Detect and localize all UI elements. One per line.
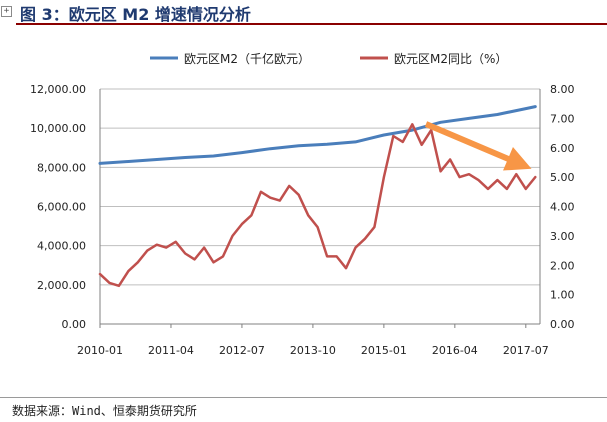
left-tick-label: 0.00 [62,318,87,331]
x-tick-label: 2015-01 [361,344,407,357]
left-tick-label: 6,000.00 [37,201,86,214]
annotation-layer [424,121,532,171]
title-underline [16,23,607,25]
right-tick-label: 3.00 [550,230,575,243]
x-tick-label: 2013-10 [290,344,336,357]
right-axis: 0.00 1.00 2.00 3.00 4.00 5.00 6.00 7.00 8.00 [539,83,575,331]
right-tick-label: 5.00 [550,171,575,184]
x-tick-label: 2012-07 [219,344,265,357]
right-tick-label: 2.00 [550,259,575,272]
source-divider [0,397,607,398]
legend-label: 欧元区M2同比（%） [394,52,507,66]
source-note: 数据来源：Wind、恒泰期货研究所 [12,404,197,418]
legend-label: 欧元区M2（千亿欧元） [184,51,310,66]
right-tick-label: 6.00 [550,142,575,155]
x-tick-label: 2016-04 [432,344,478,357]
right-tick-label: 1.00 [550,289,575,302]
x-tick-label: 2010-01 [77,344,123,357]
series-line-m2-yoy [98,123,537,288]
legend: 欧元区M2（千亿欧元） 欧元区M2同比（%） [150,51,507,66]
right-tick-label: 0.00 [550,318,575,331]
series-layer [98,105,537,288]
gridlines [100,88,540,325]
right-tick-label: 4.00 [550,201,575,214]
right-tick-label: 8.00 [550,83,575,96]
left-tick-label: 10,000.00 [30,122,86,135]
left-tick-label: 2,000.00 [37,279,86,292]
series-line-m2-level [98,105,537,165]
figure-title: 图 3：欧元区 M2 增速情况分析 [20,5,251,24]
left-tick-label: 8,000.00 [37,161,86,174]
left-tick-label: 4,000.00 [37,240,86,253]
x-tick-label: 2011-04 [148,344,194,357]
x-axis: 2010-01 2011-04 2012-07 2013-10 2015-01 2016-… [77,323,549,357]
m2-chart: 欧元区M2（千亿欧元） 欧元区M2同比（%） 0.00 2,000.00 4,000.… [30,51,575,357]
right-tick-label: 7.00 [550,112,575,125]
left-axis: 0.00 2,000.00 4,000.00 6,000.00 8,000.00 10,0… [30,83,101,331]
figure-header: + 图 3：欧元区 M2 增速情况分析 [0,0,607,25]
left-tick-label: 12,000.00 [30,83,86,96]
trend-arrow [424,121,532,171]
move-handle-icon[interactable]: + [1,6,12,17]
x-tick-label: 2017-07 [503,344,549,357]
